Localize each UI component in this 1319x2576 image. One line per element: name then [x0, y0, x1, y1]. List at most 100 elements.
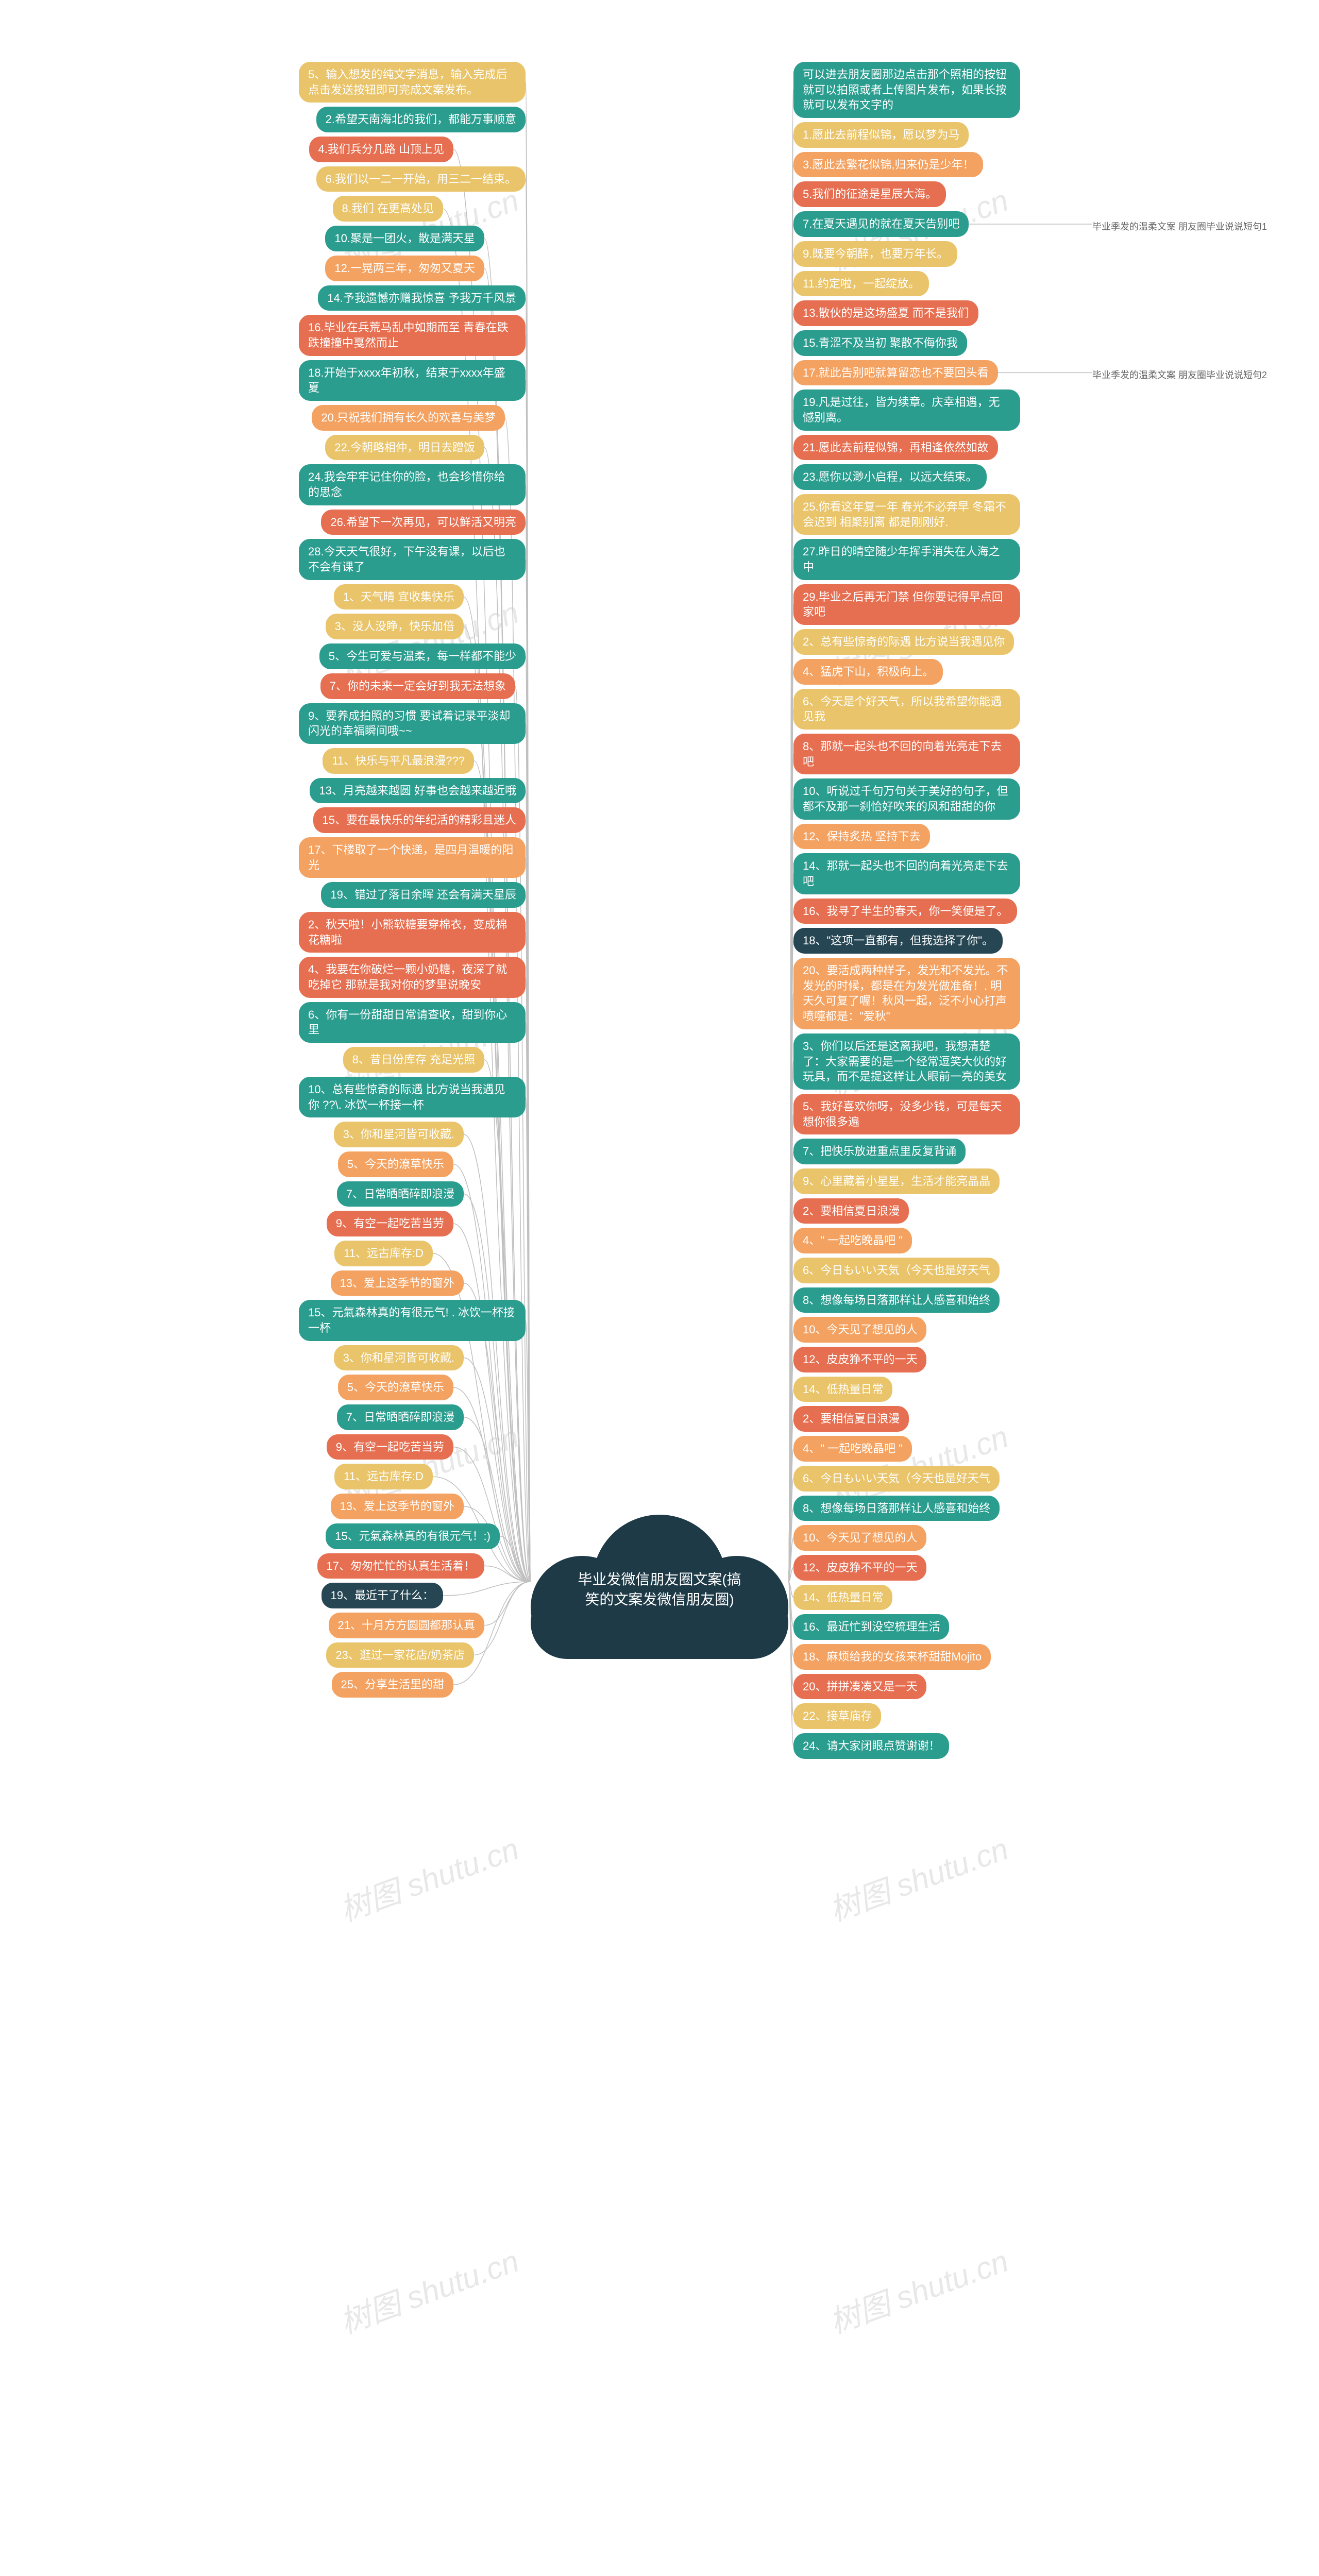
- mindmap-node[interactable]: 19、最近干了什么：: [322, 1583, 443, 1608]
- node-row: 2.希望天南海北的我们，都能万事顺意: [237, 107, 526, 137]
- mindmap-node[interactable]: 4、" 一起吃晚晶吧 ": [793, 1228, 912, 1253]
- mindmap-node[interactable]: 16、我寻了半生的春天，你一笑便是了。: [793, 899, 1017, 924]
- mindmap-node[interactable]: 17.就此告别吧就算留恋也不要回头看: [793, 360, 998, 386]
- mindmap-node[interactable]: 4、猛虎下山，积极向上。: [793, 659, 943, 685]
- mindmap-node[interactable]: 6、今日もいい天気（今天也是好天气: [793, 1258, 1000, 1283]
- mindmap-node[interactable]: 8、昔日份库存 充足光照: [343, 1047, 484, 1073]
- mindmap-node[interactable]: 9、有空一起吃苦当劳: [327, 1434, 453, 1460]
- mindmap-node[interactable]: 18、麻烦给我的女孩来杯甜甜Mojito: [793, 1644, 991, 1670]
- mindmap-node[interactable]: 6.我们以一二一开始，用三二一结束。: [316, 166, 526, 192]
- mindmap-node[interactable]: 15、要在最快乐的年纪活的精彩且迷人: [313, 807, 526, 833]
- mindmap-node[interactable]: 17、匆匆忙忙的认真生活着！: [317, 1553, 484, 1579]
- mindmap-node[interactable]: 6、你有一份甜甜日常请查收，甜到你心里: [299, 1002, 526, 1043]
- mindmap-node[interactable]: 1.愿此去前程似锦，愿以梦为马: [793, 122, 969, 148]
- mindmap-node[interactable]: 7、把快乐放进重点里反复背诵: [793, 1139, 966, 1164]
- mindmap-node[interactable]: 13、月亮越来越圆 好事也会越来越近哦: [310, 778, 526, 804]
- mindmap-node[interactable]: 10、总有些惊奇的际遇 比方说当我遇见你 ??\. 冰饮一杯接一杯: [299, 1077, 526, 1117]
- mindmap-node[interactable]: 15、元氣森林真的有很元气! . 冰饮一杯接一杯: [299, 1300, 526, 1341]
- mindmap-node[interactable]: 24、请大家闭眼点赞谢谢！: [793, 1733, 949, 1759]
- mindmap-node[interactable]: 7、日常晒晒碎即浪漫: [337, 1181, 464, 1207]
- mindmap-node[interactable]: 9、心里藏着小星星，生活才能亮晶晶: [793, 1168, 1000, 1194]
- mindmap-node[interactable]: 18、"这项一直都有，但我选择了你"。: [793, 928, 1003, 954]
- mindmap-node[interactable]: 2、要相信夏日浪漫: [793, 1406, 909, 1432]
- mindmap-node[interactable]: 14、那就一起头也不回的向着光亮走下去吧: [793, 853, 1020, 894]
- mindmap-node[interactable]: 4、" 一起吃晚晶吧 ": [793, 1436, 912, 1462]
- mindmap-node[interactable]: 15、元氣森林真的有很元气！:): [326, 1523, 500, 1549]
- mindmap-node[interactable]: 17、下楼取了一个快递，是四月温暖的阳光: [299, 837, 526, 878]
- mindmap-node[interactable]: 23、逛过一家花店/奶茶店: [326, 1642, 474, 1668]
- mindmap-node[interactable]: 8、想像每场日落那样让人感喜和始终: [793, 1287, 1000, 1313]
- mindmap-node[interactable]: 5、我好喜欢你呀，没多少钱，可是每天想你很多遍: [793, 1094, 1020, 1134]
- mindmap-node[interactable]: 12、保持炙热 坚持下去: [793, 824, 930, 850]
- mindmap-node[interactable]: 8、那就一起头也不回的向着光亮走下去吧: [793, 734, 1020, 774]
- mindmap-node[interactable]: 13、爱上这季节的窗外: [331, 1270, 464, 1296]
- mindmap-node[interactable]: 26.希望下一次再见，可以鲜活又明亮: [321, 510, 526, 535]
- mindmap-node[interactable]: 13、爱上这季节的窗外: [331, 1494, 464, 1519]
- mindmap-node[interactable]: 20、要活成两种样子，发光和不发光。不发光的时候，都是在为发光做准备！. 明天久…: [793, 958, 1020, 1029]
- mindmap-node[interactable]: 2、要相信夏日浪漫: [793, 1198, 909, 1224]
- mindmap-node[interactable]: 10、今天见了想见的人: [793, 1525, 926, 1551]
- mindmap-node[interactable]: 2.希望天南海北的我们，都能万事顺意: [316, 107, 526, 132]
- mindmap-node[interactable]: 25、分享生活里的甜: [332, 1672, 453, 1698]
- mindmap-node[interactable]: 8.我们 在更高处见: [333, 196, 443, 222]
- mindmap-node[interactable]: 9、要养成拍照的习惯 要试着记录平淡却闪光的幸福瞬间哦~~: [299, 703, 526, 744]
- mindmap-node[interactable]: 14、低热量日常: [793, 1377, 892, 1402]
- mindmap-node[interactable]: 11、远古库存:D: [334, 1241, 433, 1266]
- mindmap-node[interactable]: 19.凡是过往，皆为续章。庆幸相遇，无憾别离。: [793, 389, 1020, 430]
- mindmap-node[interactable]: 10.聚是一团火，散是满天星: [325, 226, 484, 251]
- mindmap-node[interactable]: 12、皮皮狰不平的一天: [793, 1555, 926, 1581]
- mindmap-node[interactable]: 23.愿你以渺小启程，以远大结束。: [793, 464, 987, 490]
- mindmap-node[interactable]: 2、秋天啦！小熊软糖要穿棉衣，变成棉花糖啦: [299, 912, 526, 953]
- mindmap-node[interactable]: 5、今生可爱与温柔，每一样都不能少: [319, 643, 526, 669]
- mindmap-node[interactable]: 5.我们的征途是星辰大海。: [793, 181, 946, 207]
- mindmap-node[interactable]: 16.毕业在兵荒马乱中如期而至 青春在跌跌撞撞中戛然而止: [299, 315, 526, 355]
- mindmap-node[interactable]: 22、接草庙存: [793, 1703, 881, 1729]
- mindmap-node[interactable]: 7、你的未来一定会好到我无法想象: [320, 673, 515, 699]
- mindmap-node[interactable]: 20、拼拼凑凑又是一天: [793, 1674, 926, 1700]
- mindmap-node[interactable]: 15.青涩不及当初 聚散不侮你我: [793, 330, 967, 356]
- mindmap-node[interactable]: 14、低热量日常: [793, 1585, 892, 1611]
- mindmap-node[interactable]: 11.约定啦，一起绽放。: [793, 271, 929, 297]
- mindmap-node[interactable]: 6、今天是个好天气，所以我希望你能遇见我: [793, 689, 1020, 730]
- mindmap-node[interactable]: 28.今天天气很好，下午没有课，以后也不会有课了: [299, 539, 526, 580]
- mindmap-node[interactable]: 14.予我遗憾亦赠我惊喜 予我万千风景: [318, 285, 526, 311]
- mindmap-node[interactable]: 1、天气晴 宜收集快乐: [334, 584, 464, 610]
- mindmap-node[interactable]: 6、今日もいい天気（今天也是好天气: [793, 1466, 1000, 1492]
- mindmap-node[interactable]: 16、最近忙到没空梳理生活: [793, 1614, 949, 1640]
- mindmap-node[interactable]: 21.愿此去前程似锦，再相逢依然如故: [793, 435, 998, 461]
- mindmap-node[interactable]: 4、我要在你破烂一颗小奶糖，夜深了就吃掉它 那就是我对你的梦里说晚安: [299, 957, 526, 997]
- mindmap-node[interactable]: 3.愿此去繁花似锦,归来仍是少年！: [793, 152, 983, 178]
- mindmap-node[interactable]: 9.既要今朝醉，也要万年长。: [793, 241, 957, 267]
- mindmap-node[interactable]: 11、快乐与平凡最浪漫???: [323, 748, 474, 774]
- mindmap-node[interactable]: 22.今朝略相仲，明日去蹭饭: [325, 435, 484, 461]
- mindmap-node[interactable]: 19、错过了落日余晖 还会有满天星辰: [321, 882, 526, 908]
- mindmap-node[interactable]: 8、想像每场日落那样让人感喜和始终: [793, 1496, 1000, 1521]
- mindmap-node[interactable]: 3、没人没睁，快乐加倍: [326, 614, 464, 639]
- mindmap-node[interactable]: 29.毕业之后再无门禁 但你要记得早点回家吧: [793, 584, 1020, 625]
- mindmap-node[interactable]: 3、你们以后还是这离我吧，我想清楚了：大家需要的是一个经常逗笑大伙的好玩具，而不…: [793, 1033, 1020, 1090]
- mindmap-node[interactable]: 2、总有些惊奇的际遇 比方说当我遇见你: [793, 629, 1014, 655]
- mindmap-node[interactable]: 12.一晃两三年，匆匆又夏天: [325, 256, 484, 281]
- mindmap-node[interactable]: 4.我们兵分几路 山顶上见: [309, 137, 453, 162]
- mindmap-node[interactable]: 7、日常晒晒碎即浪漫: [337, 1404, 464, 1430]
- mindmap-node[interactable]: 5、今天的潦草快乐: [338, 1151, 453, 1177]
- mindmap-node[interactable]: 可以进去朋友圈那边点击那个照相的按钮就可以拍照或者上传图片发布，如果长按就可以发…: [793, 62, 1020, 118]
- node-row: 3、你和星河皆可收藏.: [237, 1122, 526, 1151]
- mindmap-node[interactable]: 10、听说过千句万句关于美好的句子，但都不及那一刹恰好吹来的风和甜甜的你: [793, 778, 1020, 819]
- mindmap-node[interactable]: 11、远古库存:D: [334, 1464, 433, 1489]
- mindmap-node[interactable]: 21、十月方方圆圆都那认真: [329, 1613, 484, 1638]
- mindmap-node[interactable]: 10、今天见了想见的人: [793, 1317, 926, 1343]
- mindmap-node[interactable]: 9、有空一起吃苦当劳: [327, 1211, 453, 1236]
- mindmap-node[interactable]: 3、你和星河皆可收藏.: [334, 1345, 464, 1371]
- mindmap-node[interactable]: 25.你看这年复一年 春光不必奔早 冬霜不会迟到 相聚别离 都是刚刚好.: [793, 494, 1020, 535]
- mindmap-node[interactable]: 12、皮皮狰不平的一天: [793, 1347, 926, 1372]
- mindmap-node[interactable]: 5、输入想发的纯文字消息，输入完成后点击发送按钮即可完成文案发布。: [299, 62, 526, 103]
- mindmap-node[interactable]: 18.开始于xxxx年初秋，结束于xxxx年盛夏: [299, 360, 526, 401]
- mindmap-node[interactable]: 24.我会牢牢记住你的脸，也会珍惜你给的思念: [299, 464, 526, 505]
- mindmap-node[interactable]: 20.只祝我们拥有长久的欢喜与美梦: [312, 405, 505, 431]
- mindmap-node[interactable]: 3、你和星河皆可收藏.: [334, 1122, 464, 1147]
- mindmap-node[interactable]: 5、今天的潦草快乐: [338, 1375, 453, 1400]
- mindmap-node[interactable]: 13.散伙的是这场盛夏 而不是我们: [793, 300, 978, 326]
- mindmap-node[interactable]: 27.昨日的晴空随少年挥手消失在人海之中: [793, 539, 1020, 580]
- mindmap-node[interactable]: 7.在夏天遇见的就在夏天告别吧: [793, 211, 969, 237]
